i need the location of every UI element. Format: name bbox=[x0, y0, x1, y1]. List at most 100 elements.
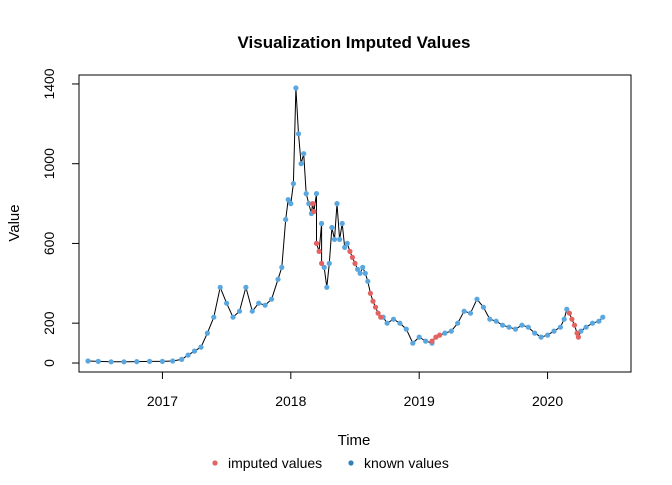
known-value-point bbox=[179, 356, 185, 362]
known-value-point bbox=[525, 324, 531, 330]
known-value-point bbox=[538, 334, 544, 340]
known-value-point bbox=[108, 359, 114, 365]
imputed-value-point bbox=[347, 248, 353, 254]
known-value-point bbox=[230, 314, 236, 320]
known-value-point bbox=[357, 270, 363, 276]
known-value-point bbox=[500, 322, 506, 328]
known-value-point bbox=[487, 316, 493, 322]
plot-area-frame bbox=[78, 74, 632, 373]
known-value-point bbox=[147, 358, 153, 364]
imputed-value-point bbox=[575, 334, 582, 340]
imputed-value-point bbox=[566, 310, 573, 316]
known-value-point bbox=[461, 308, 467, 314]
known-value-point bbox=[360, 264, 366, 270]
imputed-value-point bbox=[316, 248, 322, 254]
chart-title: Visualization Imputed Values bbox=[237, 33, 470, 52]
x-axis-label: Time bbox=[338, 432, 371, 449]
known-value-point bbox=[217, 284, 223, 290]
known-value-point bbox=[334, 201, 340, 207]
imputed-value-point bbox=[437, 332, 443, 338]
known-value-point bbox=[313, 191, 320, 197]
known-value-point bbox=[532, 330, 538, 336]
known-value-point bbox=[121, 359, 127, 365]
known-value-point bbox=[85, 358, 91, 364]
y-axis-label: Value bbox=[6, 204, 23, 241]
known-value-point bbox=[355, 266, 361, 272]
known-value-point bbox=[249, 308, 255, 314]
known-value-point bbox=[224, 300, 230, 306]
known-value-point bbox=[342, 244, 348, 250]
known-value-point bbox=[285, 197, 291, 203]
x-axis: 2017 2018 2019 2020 bbox=[147, 371, 563, 409]
known-value-point bbox=[303, 191, 309, 197]
known-value-point bbox=[211, 314, 217, 320]
imputed-value-point bbox=[349, 254, 355, 260]
known-value-point bbox=[290, 181, 296, 187]
known-value-point bbox=[170, 358, 176, 364]
known-value-point bbox=[204, 330, 210, 336]
x-tick-label: 2019 bbox=[404, 393, 435, 409]
x-tick-label: 2017 bbox=[147, 393, 178, 409]
known-value-point bbox=[275, 276, 281, 282]
imputed-value-point bbox=[574, 330, 580, 336]
imputed-value-point bbox=[310, 201, 316, 207]
known-value-point bbox=[455, 320, 461, 326]
known-value-point bbox=[236, 308, 243, 314]
known-value-point bbox=[339, 220, 345, 227]
known-value-point bbox=[410, 340, 416, 346]
known-value-point bbox=[561, 316, 567, 322]
known-value-point bbox=[493, 318, 499, 324]
known-value-point bbox=[557, 324, 564, 330]
imputed-value-point bbox=[571, 322, 578, 328]
imputed-value-point bbox=[313, 240, 320, 246]
known-value-point bbox=[403, 326, 409, 332]
known-value-point bbox=[512, 326, 519, 332]
known-value-point bbox=[344, 240, 350, 246]
known-value-point bbox=[331, 236, 338, 242]
known-value-point bbox=[243, 284, 249, 290]
known-value-point bbox=[134, 359, 140, 365]
known-value-point bbox=[326, 260, 332, 266]
known-value-point bbox=[589, 320, 596, 326]
legend-marker bbox=[348, 460, 354, 466]
legend-marker bbox=[212, 460, 218, 466]
known-value-point bbox=[390, 316, 397, 322]
known-value-point bbox=[506, 324, 512, 330]
known-value-point bbox=[467, 310, 474, 316]
known-value-point bbox=[301, 151, 307, 157]
known-value-point bbox=[564, 306, 570, 312]
y-tick-label: 600 bbox=[41, 232, 57, 256]
known-value-point bbox=[329, 224, 335, 231]
known-value-point bbox=[306, 201, 312, 207]
known-value-point bbox=[279, 264, 285, 270]
known-value-point bbox=[95, 358, 101, 364]
known-value-point bbox=[283, 216, 289, 223]
known-value-point bbox=[159, 358, 165, 364]
known-value-point bbox=[185, 352, 191, 358]
imputed-value-point bbox=[352, 260, 358, 266]
imputed-value-point bbox=[375, 310, 381, 316]
known-value-point bbox=[442, 330, 448, 336]
known-value-point bbox=[365, 278, 371, 284]
known-value-point bbox=[324, 284, 330, 290]
imputed-value-point bbox=[319, 260, 325, 266]
known-value-point bbox=[293, 85, 299, 91]
known-value-point bbox=[191, 348, 198, 354]
legend: imputed values known values bbox=[212, 455, 449, 471]
known-value-point bbox=[551, 328, 557, 334]
known-value-point bbox=[545, 332, 551, 338]
known-value-point bbox=[416, 334, 422, 340]
y-tick-label: 1000 bbox=[41, 148, 57, 179]
known-value-point bbox=[519, 322, 525, 328]
y-tick-label: 0 bbox=[41, 359, 57, 367]
known-value-point bbox=[269, 296, 275, 302]
imputed-value-point bbox=[372, 304, 379, 310]
known-value-point bbox=[262, 302, 268, 308]
known-value-point bbox=[423, 338, 429, 344]
known-value-point bbox=[480, 304, 486, 310]
imputed-value-point bbox=[378, 314, 384, 320]
imputed-value-point bbox=[569, 316, 575, 322]
imputed-value-point bbox=[311, 208, 317, 215]
